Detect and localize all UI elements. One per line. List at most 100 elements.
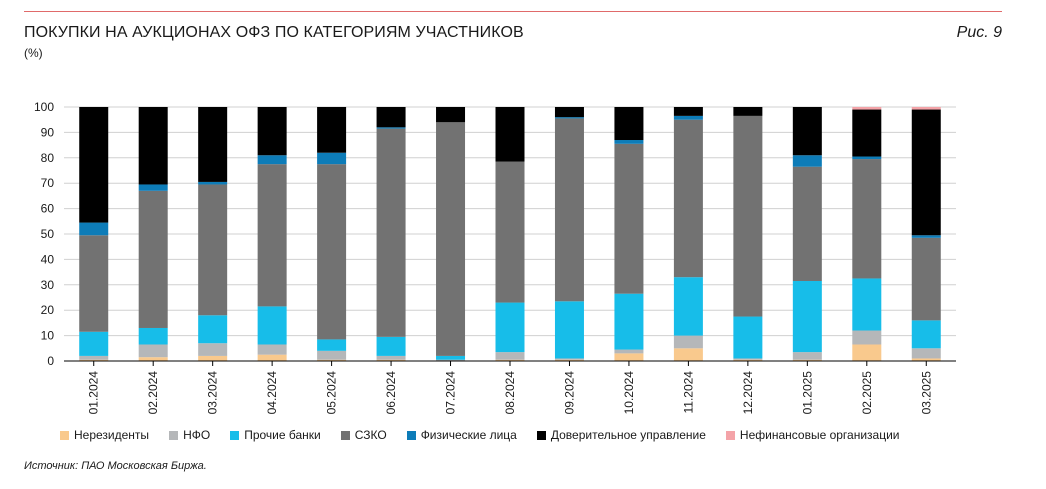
x-tick-label: 10.2024: [622, 371, 636, 415]
bar-segment-2-12.2024: [733, 358, 763, 360]
bar-segment-4-03.2024: [198, 184, 228, 316]
bar-segment-5-04.2024: [257, 155, 287, 165]
bar-segment-5-01.2025: [792, 155, 822, 167]
bar-segment-6-02.2025: [852, 109, 882, 157]
bar-segment-5-06.2024: [376, 127, 406, 129]
legend-item: Доверительное управление: [536, 428, 706, 442]
bar-segment-4-04.2024: [257, 164, 287, 307]
bar-segment-3-06.2024: [376, 336, 406, 356]
bar-segment-2-08.2024: [495, 352, 525, 360]
bar-segment-3-12.2024: [733, 316, 763, 359]
x-tick-label: 08.2024: [503, 371, 517, 415]
legend-swatch: [725, 430, 735, 440]
bar-segment-3-11.2024: [673, 277, 703, 336]
bar-segment-2-02.2025: [852, 330, 882, 345]
source-note: Источник: ПАО Московская Биржа.: [24, 460, 207, 472]
legend-item: Физические лица: [406, 428, 517, 442]
bar-segment-6-02.2024: [138, 107, 168, 185]
legend-label: СЗКО: [354, 428, 387, 442]
bar-segment-5-03.2024: [198, 181, 228, 185]
bar-segment-1-12.2024: [733, 359, 763, 361]
bar-segment-5-10.2024: [614, 140, 644, 144]
bar-segment-5-02.2025: [852, 156, 882, 160]
y-tick-label: 50: [41, 227, 55, 241]
bar-segment-5-11.2024: [673, 115, 703, 120]
chart-title: ПОКУПКИ НА АУКЦИОНАХ ОФЗ ПО КАТЕГОРИЯМ У…: [24, 24, 524, 41]
bar-segment-6-07.2024: [436, 107, 466, 123]
bar-segment-6-01.2024: [79, 107, 109, 223]
x-tick-label: 12.2024: [741, 371, 755, 415]
bar-segment-6-03.2025: [911, 109, 941, 236]
y-tick-label: 20: [41, 303, 55, 317]
bar-segment-6-01.2025: [792, 107, 822, 156]
legend-item: Прочие банки: [230, 428, 321, 442]
bar-segment-4-06.2024: [376, 128, 406, 337]
y-tick-label: 0: [47, 354, 54, 368]
bar-segment-1-08.2024: [495, 359, 525, 361]
legend: Нерезиденты НФО Прочие банки СЗКО Физические…: [60, 428, 920, 442]
bar-segment-2-03.2024: [198, 343, 228, 356]
bar-segment-5-03.2025: [911, 235, 941, 238]
legend-label: Нерезиденты: [74, 428, 150, 442]
x-tick-label: 01.2024: [87, 371, 101, 415]
legend-swatch: [230, 430, 240, 440]
bar-segment-5-09.2024: [554, 117, 584, 119]
legend-swatch: [60, 430, 69, 440]
bar-segment-3-08.2024: [495, 302, 525, 353]
bar-segment-3-07.2024: [436, 355, 466, 360]
bar-segment-3-02.2024: [138, 327, 168, 345]
bar-segment-6-03.2024: [198, 107, 228, 182]
bar-segment-6-10.2024: [614, 107, 644, 141]
bar-segment-2-06.2024: [376, 355, 406, 360]
bar-segment-6-06.2024: [376, 107, 406, 128]
bar-segment-7-02.2025: [852, 107, 882, 110]
bar-segment-2-01.2024: [79, 355, 109, 360]
bar-segment-2-07.2024: [436, 359, 466, 361]
x-tick-label: 05.2024: [325, 371, 339, 415]
bar-segment-3-03.2024: [198, 315, 228, 344]
bar-segment-4-01.2024: [79, 235, 109, 332]
x-tick-label: 03.2024: [206, 371, 220, 415]
bar-segment-2-04.2024: [257, 344, 287, 355]
bar-segment-2-10.2024: [614, 349, 644, 354]
bar-segment-2-01.2025: [792, 352, 822, 360]
y-tick-label: 90: [41, 125, 55, 139]
x-tick-label: 07.2024: [444, 371, 458, 415]
bar-segment-3-02.2025: [852, 278, 882, 331]
bar-segment-6-04.2024: [257, 107, 287, 156]
y-tick-label: 100: [34, 100, 54, 114]
bar-segment-2-09.2024: [554, 358, 584, 360]
bar-segment-3-05.2024: [317, 339, 347, 351]
bar-segment-1-04.2024: [257, 354, 287, 361]
top-rule: [24, 11, 1002, 12]
y-tick-label: 30: [41, 278, 55, 292]
bar-segment-1-01.2024: [79, 359, 109, 361]
bar-segment-1-05.2024: [317, 359, 347, 361]
bar-segment-4-12.2024: [733, 115, 763, 317]
bar-segment-3-09.2024: [554, 301, 584, 359]
bar-segment-1-02.2024: [138, 357, 168, 361]
legend-item: Нефинансовые организации: [725, 428, 900, 442]
bar-segment-4-08.2024: [495, 161, 525, 303]
legend-swatch: [169, 430, 179, 440]
bar-segment-4-09.2024: [554, 118, 584, 302]
bar-segment-2-03.2025: [911, 348, 941, 359]
bar-segment-4-03.2025: [911, 237, 941, 321]
y-tick-label: 70: [41, 176, 55, 190]
bar-segment-6-12.2024: [733, 107, 763, 116]
bar-segment-3-10.2024: [614, 293, 644, 350]
legend-label: НФО: [183, 428, 211, 442]
bars: [79, 107, 941, 361]
bar-segment-6-11.2024: [673, 107, 703, 116]
bar-segment-1-06.2024: [376, 359, 406, 361]
bar-segment-1-03.2024: [198, 355, 228, 361]
x-tick-label: 11.2024: [681, 371, 695, 414]
x-tick-label: 03.2025: [919, 371, 933, 415]
y-tick-label: 60: [41, 202, 55, 216]
legend-label: Физические лица: [420, 428, 517, 442]
legend-item: НФО: [169, 428, 210, 442]
x-tick-label: 02.2025: [860, 371, 874, 415]
legend-swatch: [406, 430, 416, 440]
bar-segment-3-04.2024: [257, 306, 287, 345]
